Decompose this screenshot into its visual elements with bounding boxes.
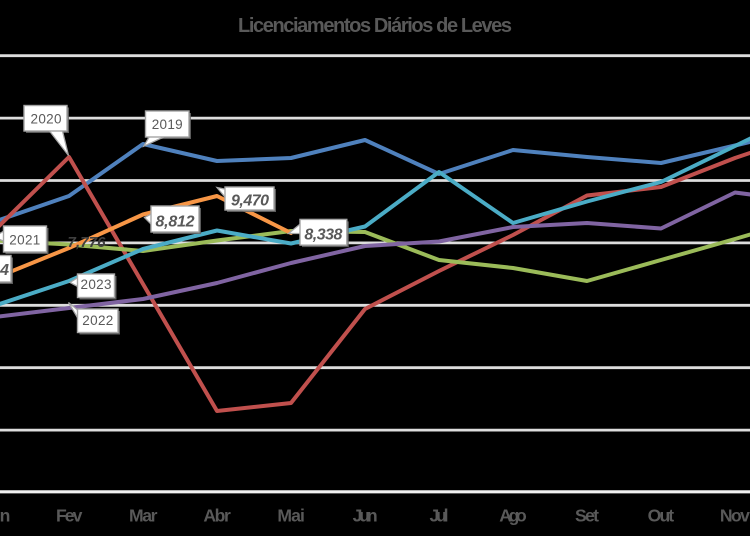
svg-text:2021: 2021 [9,233,40,248]
svg-text:.: . [744,530,745,536]
svg-text:Set: Set [575,506,599,526]
svg-text:2022: 2022 [82,313,113,328]
svg-text:9,470: 9,470 [231,193,269,210]
svg-text:8,812: 8,812 [156,213,195,230]
svg-text:4: 4 [0,262,9,279]
svg-text:Mai: Mai [277,506,305,526]
svg-text:2023: 2023 [81,277,112,292]
svg-text:Jul: Jul [430,506,449,526]
svg-text:Fev: Fev [56,506,83,526]
svg-text:7,776: 7,776 [68,234,107,251]
svg-text:8,338: 8,338 [304,227,342,244]
svg-text:Jun: Jun [353,506,378,526]
svg-text:Out: Out [648,506,675,526]
svg-text:2019: 2019 [152,117,183,132]
svg-text:Licenciamentos Diários de Leve: Licenciamentos Diários de Leves [238,15,512,37]
svg-text:Jan: Jan [0,506,10,526]
svg-text:Abr: Abr [203,506,231,526]
svg-text:2020: 2020 [31,112,62,127]
svg-text:Ago: Ago [499,506,527,526]
svg-text:Nov: Nov [720,506,750,526]
svg-text:Mar: Mar [129,506,158,526]
